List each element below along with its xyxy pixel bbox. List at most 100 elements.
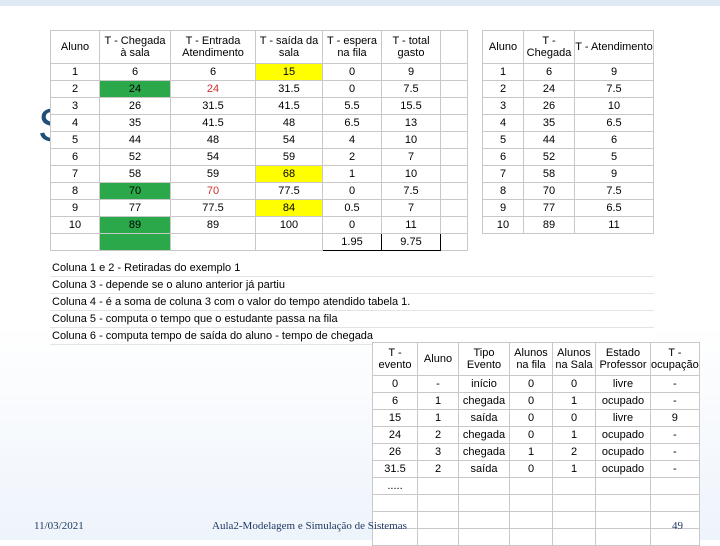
table-row: 26 3 chegada 1 2 ocupado - [372,443,700,461]
cell-espera: 1 [322,165,382,183]
simulation-table: Aluno T - Chegada à sala T - Entrada Ate… [50,30,468,251]
empty-cell [458,511,510,529]
cell: livre [595,409,651,427]
col-header: Alunos na fila [509,342,553,376]
cell-entrada: 70 [170,182,256,200]
table-row [372,528,700,546]
cell-aluno: 1 [50,63,100,81]
cell: 1 [509,443,553,461]
col-header: T - total gasto [381,30,441,64]
cell-saida: 15 [255,63,323,81]
cell-total: 7.5 [381,80,441,98]
top-decor-bar [0,0,720,6]
col-header: T - evento [372,342,418,376]
empty-cell [50,233,100,251]
cell-espera: 2 [322,148,382,166]
empty-cell [595,528,651,546]
cell-chegada: 6 [523,63,575,81]
cell-aluno: 9 [50,199,100,217]
cell-aluno: 4 [482,114,524,132]
cell-chegada: 52 [99,148,171,166]
footer-title: Aula2-Modelagem e Simulação de Sistemas [212,520,407,532]
cell-espera: 5.5 [322,97,382,115]
cell [417,477,459,495]
cell-chegada: 6 [99,63,171,81]
cell-aluno: 5 [50,131,100,149]
column-notes: Coluna 1 e 2 - Retiradas do exemplo 1 Co… [50,260,654,345]
cell: ocupado [595,392,651,410]
empty-cell [440,131,468,149]
empty-cell [440,114,468,132]
table-row: 6 1 chegada 0 1 ocupado - [372,392,700,410]
cell-aluno: 7 [50,165,100,183]
page-number: 49 [672,520,683,532]
empty-cell [372,511,418,529]
cell-total: 9 [381,63,441,81]
cell-entrada: 41.5 [170,114,256,132]
cell-entrada: 24 [170,80,256,98]
cell: 2 [552,443,596,461]
cell-chegada: 58 [523,165,575,183]
cell-aluno: 7 [482,165,524,183]
cell [509,477,553,495]
col-header: T - Chegada [523,30,575,64]
cell: chegada [458,426,510,444]
table-row: 3 26 31.5 41.5 5.5 15.5 [50,97,468,115]
cell: - [417,375,459,393]
cell-saida: 59 [255,148,323,166]
cell: 24 [372,426,418,444]
cell: 26 [372,443,418,461]
cell-atendimento: 11 [574,216,654,234]
cell: 0 [509,392,553,410]
cell-total: 15.5 [381,97,441,115]
cell: ..... [372,477,418,495]
empty-cell [440,165,468,183]
cell: - [650,460,700,478]
cell: livre [595,375,651,393]
table-row [372,494,700,512]
cell-chegada: 26 [523,97,575,115]
cell-saida: 48 [255,114,323,132]
col-header: T - saída da sala [255,30,323,64]
cell-atendimento: 5 [574,148,654,166]
cell-chegada: 77 [99,199,171,217]
empty-cell [509,511,553,529]
cell: chegada [458,443,510,461]
cell [458,477,510,495]
cell-chegada: 89 [523,216,575,234]
cell-aluno: 8 [482,182,524,200]
empty-cell [417,511,459,529]
col-header: Estado Professor [595,342,651,376]
cell-saida: 84 [255,199,323,217]
cell-atendimento: 6.5 [574,199,654,217]
table-header-row: Aluno T - Chegada à sala T - Entrada Ate… [50,30,468,64]
cell-chegada: 24 [523,80,575,98]
table-row: 10 89 11 [482,216,654,234]
cell: 9 [650,409,700,427]
footer-date: 11/03/2021 [34,520,84,532]
cell: saída [458,409,510,427]
cell: 0 [372,375,418,393]
cell: chegada [458,392,510,410]
empty-cell [417,528,459,546]
cell-total: 7.5 [381,182,441,200]
empty-cell [509,528,553,546]
col-header: Alunos na Sala [552,342,596,376]
cell-aluno: 10 [50,216,100,234]
avg-total: 9.75 [381,233,441,251]
cell-atendimento: 6.5 [574,114,654,132]
cell-chegada: 24 [99,80,171,98]
empty-cell [440,80,468,98]
empty-cell [440,97,468,115]
cell-entrada: 48 [170,131,256,149]
table-row: 2 24 7.5 [482,80,654,98]
table-row: 5 44 48 54 4 10 [50,131,468,149]
cell: 31.5 [372,460,418,478]
table-row: 6 52 54 59 2 7 [50,148,468,166]
cell-atendimento: 7.5 [574,80,654,98]
cell: ocupado [595,426,651,444]
cell-entrada: 59 [170,165,256,183]
cell [650,477,700,495]
